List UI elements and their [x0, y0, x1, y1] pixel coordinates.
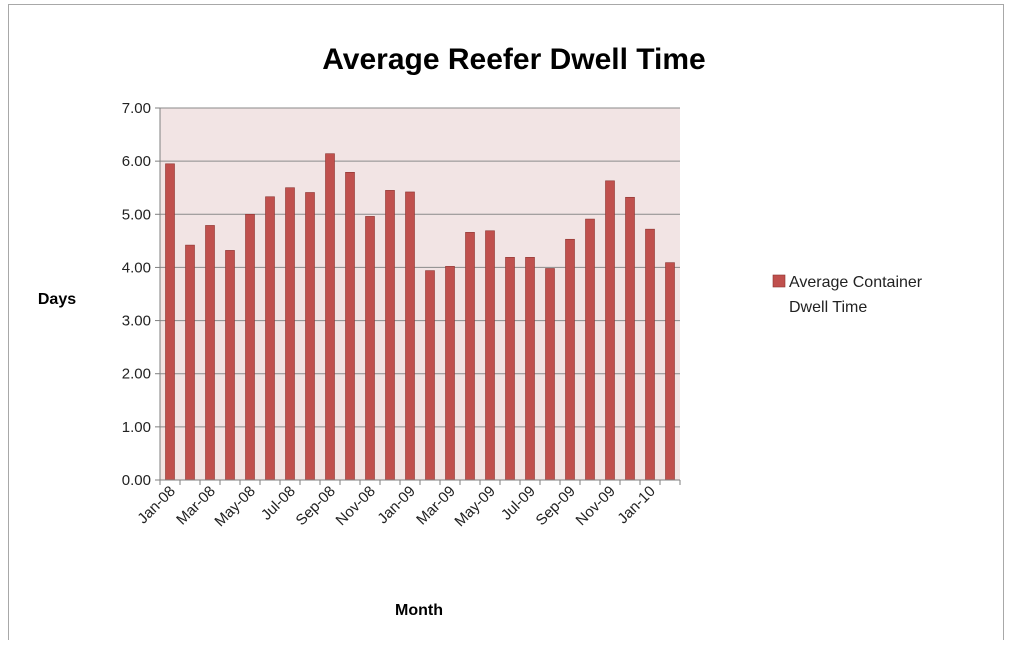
legend-swatch — [772, 274, 786, 288]
x-tick-label: Nov-09 — [573, 483, 619, 529]
y-axis-ticks: 0.00 1.00 2.00 3.00 4.00 5.00 6.00 7.00 — [122, 100, 160, 489]
bar — [245, 213, 255, 481]
bar — [485, 230, 495, 481]
x-tick-label: Sep-08 — [293, 483, 339, 529]
y-tick-label: 1.00 — [122, 419, 151, 436]
y-tick-label: 0.00 — [122, 472, 151, 489]
x-tick-label: Jan-08 — [134, 483, 178, 527]
legend-label: Average Container Dwell Time — [789, 274, 923, 316]
bar — [365, 216, 375, 481]
x-tick-label: Jan-09 — [374, 483, 418, 527]
x-axis-title: Month — [395, 602, 443, 619]
y-tick-label: 6.00 — [122, 153, 151, 170]
bar — [545, 268, 555, 481]
bar — [185, 244, 195, 481]
x-tick-label: May-09 — [451, 483, 498, 530]
bar — [265, 196, 275, 481]
x-tick-label: Sep-09 — [533, 483, 579, 529]
bar — [525, 257, 535, 481]
bar — [345, 172, 355, 481]
y-tick-label: 2.00 — [122, 366, 151, 383]
x-tick-label: Jan-10 — [614, 483, 658, 527]
bar — [225, 250, 235, 481]
x-tick-label: Nov-08 — [333, 483, 379, 529]
legend: Average Container Dwell Time — [772, 274, 923, 316]
bar — [325, 153, 335, 481]
bar — [625, 196, 635, 481]
bar — [385, 190, 395, 481]
bar — [505, 257, 515, 481]
x-tick-label: May-08 — [211, 483, 258, 530]
y-tick-label: 7.00 — [122, 100, 151, 117]
y-axis-title: Days — [38, 291, 76, 308]
y-tick-label: 3.00 — [122, 313, 151, 330]
bar — [465, 232, 475, 481]
bar — [585, 218, 595, 481]
chart-title: Average Reefer Dwell Time — [322, 43, 706, 76]
bar — [605, 180, 615, 481]
bar — [645, 228, 655, 481]
bar — [665, 262, 675, 481]
bar — [565, 238, 575, 481]
bar — [165, 163, 175, 481]
bar — [425, 270, 435, 481]
y-tick-label: 4.00 — [122, 259, 151, 276]
bar — [405, 191, 415, 481]
bar — [285, 187, 295, 481]
bar-chart: Average Reefer Dwell Time 0.00 1.00 2.00 3.… — [38, 43, 923, 619]
x-tick-label: Mar-08 — [173, 483, 219, 529]
chart-frame: Average Reefer Dwell Time 0.00 1.00 2.00 3.… — [8, 4, 1004, 640]
x-tick-label: Mar-09 — [413, 483, 459, 529]
bar — [445, 266, 455, 481]
bar — [305, 192, 315, 481]
bars — [165, 153, 675, 481]
bar — [205, 225, 215, 481]
y-tick-label: 5.00 — [122, 206, 151, 223]
plot-area — [160, 108, 680, 480]
